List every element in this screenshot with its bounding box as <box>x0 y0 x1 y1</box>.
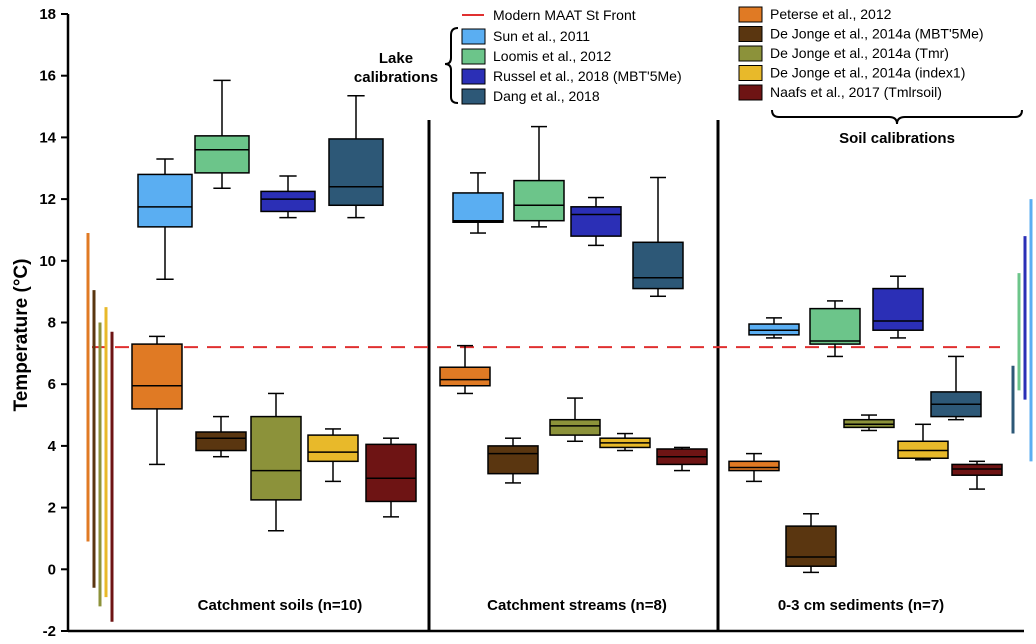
box-catchment-streams-n-8-loomis-et-al-2012 <box>513 125 565 228</box>
box-catchment-streams-n-8-peterse-et-al-2012 <box>439 344 491 395</box>
box-catchment-streams-n-8-de-jonge-et-al-2014a-index1 <box>599 432 651 452</box>
box-iqr <box>632 241 684 290</box>
legend: Modern MAAT St Front Sun et al., 2011 Loom… <box>354 6 1023 147</box>
panel-label-1: Catchment soils (n=10) <box>198 597 363 614</box>
legend-label-de-jonge-et-al-2014a-mbt-5me: De Jonge et al., 2014a (MBT'5Me) <box>770 26 984 42</box>
box-iqr <box>439 366 491 387</box>
box-catchment-soils-n-10-russel-et-al-2018-mbt-5me <box>260 175 316 219</box>
legend-label-de-jonge-et-al-2014a-tmr: De Jonge et al., 2014a (Tmr) <box>770 45 949 61</box>
box-catchment-soils-n-10-loomis-et-al-2012 <box>194 79 250 190</box>
box-iqr <box>452 192 504 223</box>
legend-label-russel-et-al-2018-mbt-5me: Russel et al., 2018 (MBT'5Me) <box>493 68 682 84</box>
legend-swatch-naafs-et-al-2017-tmlrsoil <box>738 84 763 101</box>
box-0-3-cm-sediments-n-7-de-jonge-et-al-2014a-index1 <box>897 423 949 461</box>
box-catchment-soils-n-10-de-jonge-et-al-2014a-tmr <box>250 392 302 532</box>
panel-label-3: 0-3 cm sediments (n=7) <box>778 597 944 614</box>
box-iqr <box>785 525 837 567</box>
box-catchment-streams-n-8-naafs-et-al-2017-tmlrsoil <box>656 446 708 472</box>
box-iqr <box>307 434 359 463</box>
y-tick-label-2: 2 <box>48 500 56 517</box>
y-tick-label-4: 4 <box>48 438 57 455</box>
box-plots <box>131 79 1003 574</box>
box-catchment-soils-n-10-de-jonge-et-al-2014a-index1 <box>307 428 359 483</box>
legend-swatch-peterse-et-al-2012 <box>738 6 763 23</box>
y-tick-label-12: 12 <box>39 191 56 208</box>
box-iqr <box>570 206 622 237</box>
y-tick-label-18: 18 <box>39 6 56 23</box>
box-catchment-streams-n-8-sun-et-al-2011 <box>452 172 504 234</box>
legend-swatch-de-jonge-et-al-2014a-mbt-5me <box>738 26 763 42</box>
legend-label-dang-et-al-2018: Dang et al., 2018 <box>493 88 600 104</box>
box-iqr <box>951 463 1003 476</box>
legend-swatch-loomis-et-al-2012 <box>461 48 486 65</box>
box-iqr <box>328 138 384 207</box>
y-tick-label-6: 6 <box>48 376 56 393</box>
legend-label-de-jonge-et-al-2014a-index1: De Jonge et al., 2014a (index1) <box>770 65 965 81</box>
box-0-3-cm-sediments-n-7-dang-et-al-2018 <box>930 355 982 421</box>
box-iqr <box>365 443 417 503</box>
box-iqr <box>549 418 601 436</box>
box-iqr <box>843 418 895 429</box>
box-0-3-cm-sediments-n-7-de-jonge-et-al-2014a-mbt-5me <box>785 513 837 574</box>
box-catchment-soils-n-10-de-jonge-et-al-2014a-mbt-5me <box>195 415 247 458</box>
range-bars <box>86 199 1033 622</box>
legend-label-naafs-et-al-2017-tmlrsoil: Naafs et al., 2017 (Tmlrsoil) <box>770 84 942 100</box>
box-catchment-soils-n-10-peterse-et-al-2012 <box>131 335 183 466</box>
y-tick-label-0: 0 <box>48 561 56 578</box>
box-0-3-cm-sediments-n-7-peterse-et-al-2012 <box>728 452 780 483</box>
box-iqr <box>194 135 250 174</box>
box-catchment-soils-n-10-dang-et-al-2018 <box>328 95 384 219</box>
box-catchment-soils-n-10-naafs-et-al-2017-tmlrsoil <box>365 437 417 518</box>
box-iqr <box>809 307 861 345</box>
box-catchment-soils-n-10-sun-et-al-2011 <box>137 158 193 281</box>
panel-label-2: Catchment streams (n=8) <box>487 597 667 614</box>
box-iqr <box>728 460 780 472</box>
legend-swatch-russel-et-al-2018-mbt-5me <box>461 68 486 85</box>
box-iqr <box>250 415 302 501</box>
soil-bracket <box>771 109 1023 125</box>
y-tick-label-16: 16 <box>39 68 56 85</box>
lake-calibrations-label-line2: calibrations <box>354 69 438 86</box>
legend-label-sun-et-al-2011: Sun et al., 2011 <box>493 28 590 44</box>
axes: -2 0 2 4 6 8 10 12 14 16 18 <box>39 6 1024 640</box>
legend-label-peterse-et-al-2012: Peterse et al., 2012 <box>770 6 892 22</box>
y-tick-label-10: 10 <box>39 253 56 270</box>
box-0-3-cm-sediments-n-7-sun-et-al-2011 <box>748 317 800 339</box>
box-iqr <box>748 323 800 336</box>
y-axis-label: Temperature (°C) <box>11 259 32 412</box>
soil-calibrations-label: Soil calibrations <box>839 130 955 147</box>
y-tick-label-14: 14 <box>39 129 56 146</box>
box-catchment-streams-n-8-de-jonge-et-al-2014a-mbt-5me <box>487 437 539 484</box>
box-iqr <box>137 173 193 228</box>
box-iqr <box>897 440 949 459</box>
box-0-3-cm-sediments-n-7-naafs-et-al-2017-tmlrsoil <box>951 460 1003 490</box>
panel-labels: Catchment soils (n=10) Catchment streams … <box>198 597 944 614</box>
box-catchment-streams-n-8-de-jonge-et-al-2014a-tmr <box>549 397 601 443</box>
legend-swatch-de-jonge-et-al-2014a-index1 <box>738 65 763 81</box>
legend-swatch-dang-et-al-2018 <box>461 88 486 105</box>
legend-label-loomis-et-al-2012: Loomis et al., 2012 <box>493 48 612 64</box>
box-iqr <box>872 287 924 331</box>
box-0-3-cm-sediments-n-7-loomis-et-al-2012 <box>809 300 861 358</box>
box-catchment-streams-n-8-russel-et-al-2018-mbt-5me <box>570 196 622 247</box>
lake-calibrations-label-line1: Lake <box>379 50 413 67</box>
box-0-3-cm-sediments-n-7-russel-et-al-2018-mbt-5me <box>872 275 924 339</box>
legend-label-reference-line: Modern MAAT St Front <box>493 7 636 23</box>
box-iqr <box>195 431 247 452</box>
lake-bracket <box>444 27 459 104</box>
box-catchment-streams-n-8-dang-et-al-2018 <box>632 176 684 298</box>
legend-swatch-sun-et-al-2011 <box>461 28 486 45</box>
box-0-3-cm-sediments-n-7-de-jonge-et-al-2014a-tmr <box>843 414 895 432</box>
box-iqr <box>513 179 565 222</box>
box-iqr <box>260 190 316 213</box>
legend-swatch-de-jonge-et-al-2014a-tmr <box>738 45 763 62</box>
box-iqr <box>131 343 183 410</box>
box-iqr <box>487 445 539 475</box>
y-tick-label--2: -2 <box>43 623 56 640</box>
y-tick-label-8: 8 <box>48 315 56 332</box>
